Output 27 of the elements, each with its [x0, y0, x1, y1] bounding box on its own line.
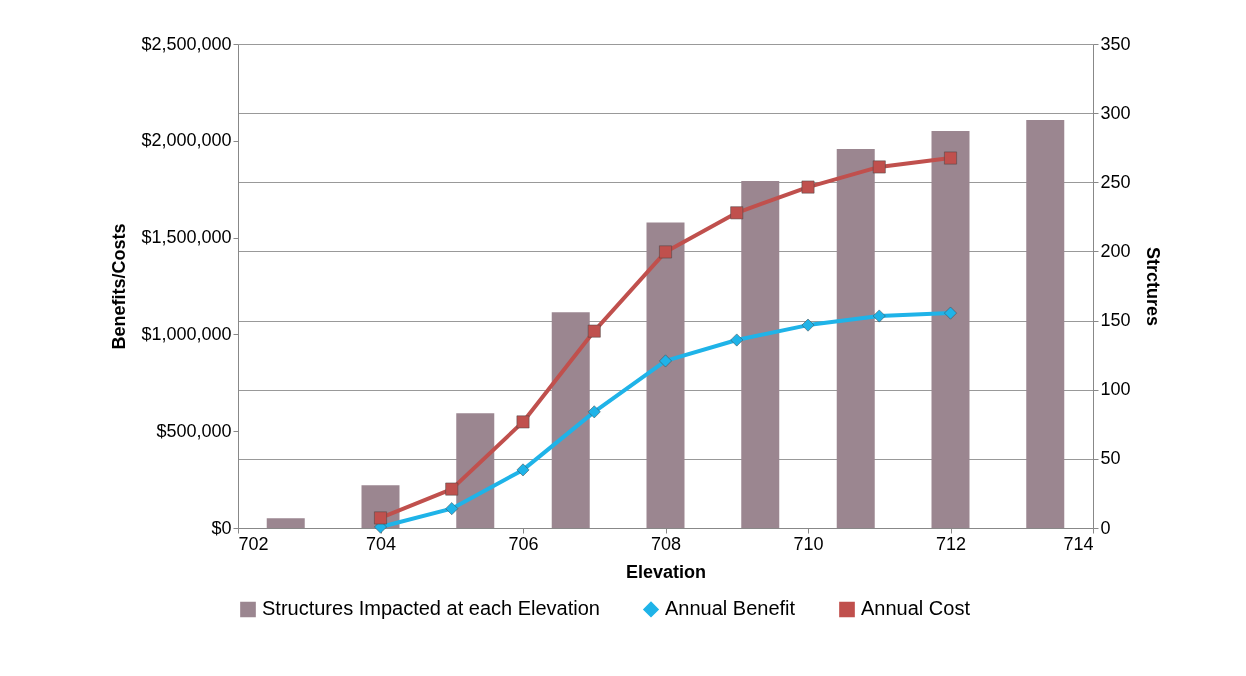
legend-label: Annual Cost [861, 597, 971, 620]
y-tick-label: $1,000,000 [141, 323, 232, 344]
y2-tick-label: 250 [1100, 171, 1131, 192]
y-tick-label: $1,500,000 [141, 227, 232, 248]
x-axis-title: Elevation [625, 561, 707, 582]
y2-axis-title: Strctures [1142, 246, 1163, 327]
legend-label: Annual Benefit [665, 597, 796, 620]
x-tick-label: 714 [1063, 533, 1094, 554]
x-tick-label: 710 [793, 533, 824, 554]
x-tick-label: 706 [508, 533, 539, 554]
y2-tick-label: 50 [1100, 448, 1121, 469]
y2-tick-label: 200 [1100, 240, 1131, 261]
x-tick-label: 708 [650, 533, 682, 554]
y-tick-label: $0 [211, 517, 232, 538]
y2-tick-label: 100 [1100, 379, 1131, 400]
y2-tick-label: 350 [1100, 33, 1131, 54]
y-axis-title: Benefits/Costs [109, 223, 130, 350]
y-tick-label: $2,000,000 [141, 130, 232, 151]
y2-tick-label: 0 [1100, 517, 1111, 538]
y2-tick-label: 300 [1100, 102, 1131, 123]
x-tick-label: 702 [238, 533, 269, 554]
y-tick-label: $2,500,000 [141, 33, 232, 54]
y2-tick-label: 150 [1100, 310, 1131, 331]
y-tick-label: $500,000 [156, 420, 232, 441]
x-tick-label: 704 [365, 533, 397, 554]
legend-label: Structures Impacted at each Elevation [262, 597, 600, 620]
x-tick-label: 712 [935, 533, 967, 554]
